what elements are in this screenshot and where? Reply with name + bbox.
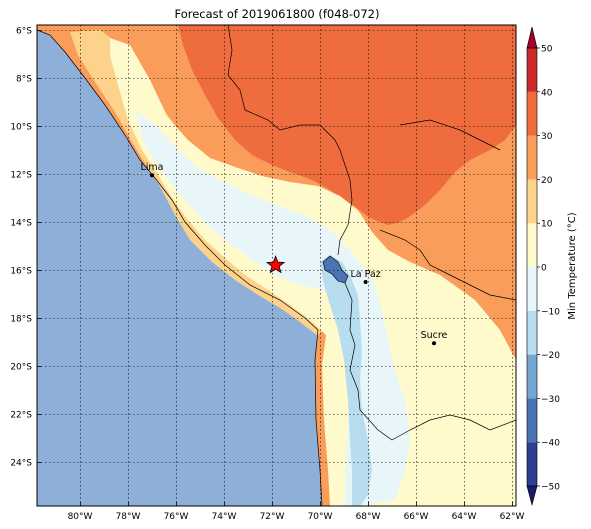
lon-tick-label: 76°W — [164, 512, 189, 522]
lat-tick-label: 20°S — [10, 363, 32, 373]
lat-tick-label: 14°S — [10, 219, 32, 229]
land-band-minus10-0 — [135, 110, 410, 506]
colorbar-tick-label: −10 — [541, 307, 560, 317]
colorbar-tick-label: 20 — [541, 176, 553, 186]
city-label: La Paz — [350, 269, 380, 280]
colorbar-tick-label: 30 — [541, 132, 553, 142]
colorbar-tick-label: −30 — [541, 395, 560, 405]
colorbar-segment — [527, 48, 537, 92]
colorbar-segment — [527, 91, 537, 136]
lon-tick-label: 78°W — [116, 512, 141, 522]
lon-tick-label: 68°W — [356, 512, 381, 522]
lat-tick-label: 6°S — [16, 27, 32, 37]
lat-tick-label: 18°S — [10, 315, 32, 325]
colorbar-segment — [527, 398, 537, 443]
lon-tick-label: 74°W — [212, 512, 237, 522]
city-label: Lima — [140, 162, 163, 173]
colorbar-segment — [527, 442, 537, 486]
lon-tick-label: 70°W — [308, 512, 333, 522]
colorbar-tick-label: 0 — [541, 264, 547, 274]
map-frame — [36, 24, 517, 507]
colorbar-tick-label: −40 — [541, 439, 560, 449]
city-markers: Lima La Paz Sucre — [140, 162, 448, 346]
latitude-tick-labels: 6°S 8°S 10°S 12°S 14°S 16°S 18°S 20°S 22°S 24°S — [10, 27, 41, 469]
lat-tick-label: 24°S — [10, 459, 32, 469]
colorbar-segment — [527, 223, 537, 267]
city-label: Sucre — [421, 330, 448, 341]
colorbar-over-arrow — [526, 26, 538, 49]
colorbar-segment — [527, 267, 537, 311]
colorbar-tick-label: −50 — [541, 483, 560, 493]
longitude-tick-labels: 80°W 78°W 76°W 74°W 72°W 70°W 68°W 66°W 64°W 62°W — [68, 502, 525, 522]
lon-tick-label: 64°W — [452, 512, 477, 522]
colorbar-tick-label: 40 — [541, 88, 553, 98]
colorbar-segment — [527, 135, 537, 180]
map-panel: Lima La Paz Sucre — [37, 25, 516, 506]
lon-tick-label: 66°W — [404, 512, 429, 522]
land-band-30-40 — [178, 25, 516, 225]
map-title: Forecast of 2019061800 (f048-072) — [175, 7, 380, 21]
colorbar-segment — [527, 310, 537, 355]
colorbar-tick-label: −20 — [541, 351, 560, 361]
land-band-minus20-minus10 — [320, 255, 372, 506]
city-dot — [150, 173, 154, 178]
colorbar-tick-label: 10 — [541, 220, 553, 230]
gridlines — [37, 25, 516, 506]
lat-tick-label: 8°S — [16, 75, 32, 85]
country-borders — [37, 25, 516, 506]
colorbar-under-arrow — [526, 485, 538, 507]
lon-tick-label: 80°W — [68, 512, 93, 522]
colorbar-tick-labels: 50 40 30 20 10 0 −10 −20 −30 −40 −50 — [537, 45, 560, 493]
colorbar-label: Min Temperature (°C) — [567, 212, 578, 319]
lat-tick-label: 10°S — [10, 123, 32, 133]
lat-tick-label: 12°S — [10, 171, 32, 181]
colorbar-tick-label: 50 — [541, 45, 553, 55]
colorbar-segment — [527, 354, 537, 399]
lon-tick-label: 62°W — [500, 512, 525, 522]
lat-tick-label: 22°S — [10, 411, 32, 421]
forecast-location-star-marker — [265, 255, 286, 274]
colorbar-segment — [527, 179, 537, 224]
city-dot — [363, 280, 368, 284]
lon-tick-label: 72°W — [260, 512, 285, 522]
lake-titicaca — [322, 255, 349, 284]
city-dot — [432, 341, 436, 346]
lat-tick-label: 16°S — [10, 267, 32, 277]
colorbar — [526, 26, 538, 507]
